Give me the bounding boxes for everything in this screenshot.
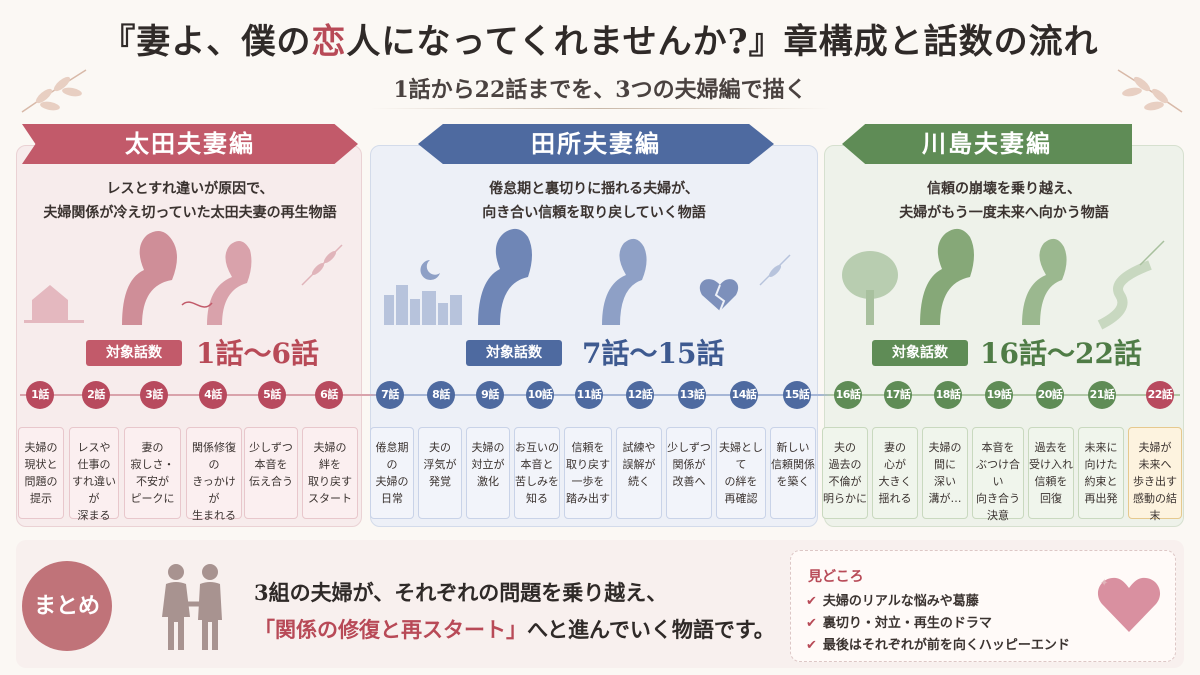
episode-node: 14話 [730,381,758,409]
episode-node: 4話 [199,381,227,409]
episode-node: 16話 [834,381,862,409]
episode-node: 7話 [376,381,404,409]
episode-node: 8話 [427,381,455,409]
episode-range-badge-kawashima: 対象話数 [872,340,968,366]
episode-range-ota: 1話〜6話 [196,337,319,370]
summary-text-line2: 「関係の修復と再スタート」へと進んでいく物語です。 [254,614,775,644]
episode-card: レスや 仕事の すれ違いが 深まる [69,427,119,522]
episode-card: 夫婦の 間に 深い 溝が… [922,427,968,519]
episode-card: 試練や 誤解が 続く [616,427,662,519]
arc-description-line: 倦怠期と裏切りに揺れる夫婦が、 [489,181,699,197]
episode-card: 妻の 寂しさ・ 不安が ピークに [124,427,181,519]
heart-icon: ✦ [1097,577,1161,632]
episode-range-badge-ota: 対象話数 [86,340,182,366]
episode-card: 夫婦が 未来へ 歩き出す 感動の結末 [1128,427,1182,522]
summary-highlight: 「関係の修復と再スタート」 [254,617,527,642]
couple-silhouette-ota-icon [24,231,343,325]
episode-node: 9話 [476,381,504,409]
episode-card: 少しずつ 本音を 伝え合う [244,427,298,519]
episode-range-kawashima: 16話〜22話 [980,337,1142,370]
episode-card: お互いの 本音と 苦しみを 知る [514,427,560,519]
episode-card: 未来に 向けた 約束と 再出発 [1078,427,1124,519]
episode-card: 本音を ぶつけ合い 向き合う 決意 [972,427,1024,522]
episode-node: 13話 [678,381,706,409]
episode-node: 11話 [575,381,603,409]
episode-card: 倦怠期の 夫婦の 日常 [370,427,414,519]
couple-silhouette-tadokoro-icon [384,228,791,325]
summary-text-line1: 3組の夫婦が、それぞれの問題を乗り越え、 [254,580,668,605]
subtitle-divider [370,108,830,109]
arc-banner-tadokoro: 田所夫妻編 [418,124,774,164]
arc-description-line: 向き合い信頼を取り戻していく物語 [482,205,706,221]
check-icon: ✔ [806,594,817,609]
arc-description-line: 夫婦がもう一度未来へ向かう物語 [899,205,1109,221]
episode-card: 過去を 受け入れ 信頼を 回復 [1028,427,1074,519]
episode-node: 5話 [258,381,286,409]
episode-card: 夫婦の 現状と 問題の 提示 [18,427,64,519]
episode-card: 信頼を 取り戻す 一歩を 踏み出す [564,427,612,519]
episode-range-badge-tadokoro: 対象話数 [466,340,562,366]
check-icon: ✔ [806,616,817,631]
episode-node: 15話 [783,381,811,409]
couple-silhouette-kawashima-icon [842,228,1165,330]
arc-description-line: レスとすれ違いが原因で、 [106,181,274,197]
episode-card: 夫婦の 絆を 取り戻す スタート [302,427,358,519]
leaf-decoration-right-icon [1117,69,1183,113]
episode-node: 19話 [985,381,1013,409]
episode-node: 20話 [1036,381,1064,409]
arc-description-line: 夫婦関係が冷え切っていた太田夫妻の再生物語 [43,205,337,221]
leaf-decoration-left-icon [21,69,87,113]
arc-description-kawashima: 信頼の崩壊を乗り越え、 夫婦がもう一度未来へ向かう物語 [828,177,1180,225]
highlight-item: ✔ 最後はそれぞれが前を向くハッピーエンド [806,638,1070,653]
episode-node: 6話 [315,381,343,409]
episode-card: 関係修復の きっかけが 生まれる [186,427,242,522]
episode-node: 18話 [934,381,962,409]
episode-node: 12話 [626,381,654,409]
arc-description-tadokoro: 倦怠期と裏切りに揺れる夫婦が、 向き合い信頼を取り戻していく物語 [374,177,814,225]
episode-node: 3話 [140,381,168,409]
svg-text:✦: ✦ [1100,578,1108,589]
arc-description-line: 信頼の崩壊を乗り越え、 [927,181,1081,197]
arc-description-ota: レスとすれ違いが原因で、 夫婦関係が冷え切っていた太田夫妻の再生物語 [22,177,358,225]
highlight-item: ✔ 夫婦のリアルな悩みや葛藤 [806,594,979,609]
arc-banner-kawashima: 川島夫妻編 [842,124,1132,164]
highlights-title: 見どころ [808,569,864,585]
couple-holding-hands-icon [162,564,222,650]
episode-card: 夫婦として の絆を 再確認 [716,427,766,519]
episode-node: 10話 [526,381,554,409]
arc-banner-ota: 太田夫妻編 [22,124,358,164]
summary-badge: まとめ [22,561,112,651]
episode-node: 2話 [82,381,110,409]
episode-card: 夫の 浮気が 発覚 [418,427,462,519]
page-subtitle: 1話から22話までを、3つの夫婦編で描く [393,77,807,103]
highlight-item: ✔ 裏切り・対立・再生のドラマ [806,616,992,631]
episode-card: 新しい 信頼関係 を築く [770,427,816,519]
check-icon: ✔ [806,638,817,653]
episode-node: 22話 [1146,381,1174,409]
episode-range-tadokoro: 7話〜15話 [582,337,725,370]
episode-node: 1話 [26,381,54,409]
episode-card: 夫婦の 対立が 激化 [466,427,510,519]
page-title: 『妻よ、僕の恋人になってくれませんか?』章構成と話数の流れ [101,22,1099,62]
episode-node: 21話 [1088,381,1116,409]
summary-text-rest: へと進んでいく物語です。 [527,617,775,642]
episode-node: 17話 [884,381,912,409]
episode-card: 妻の 心が 大きく 揺れる [872,427,918,519]
episode-card: 少しずつ 関係が 改善へ [666,427,712,519]
episode-card: 夫の 過去の 不倫が 明らかに [822,427,868,519]
